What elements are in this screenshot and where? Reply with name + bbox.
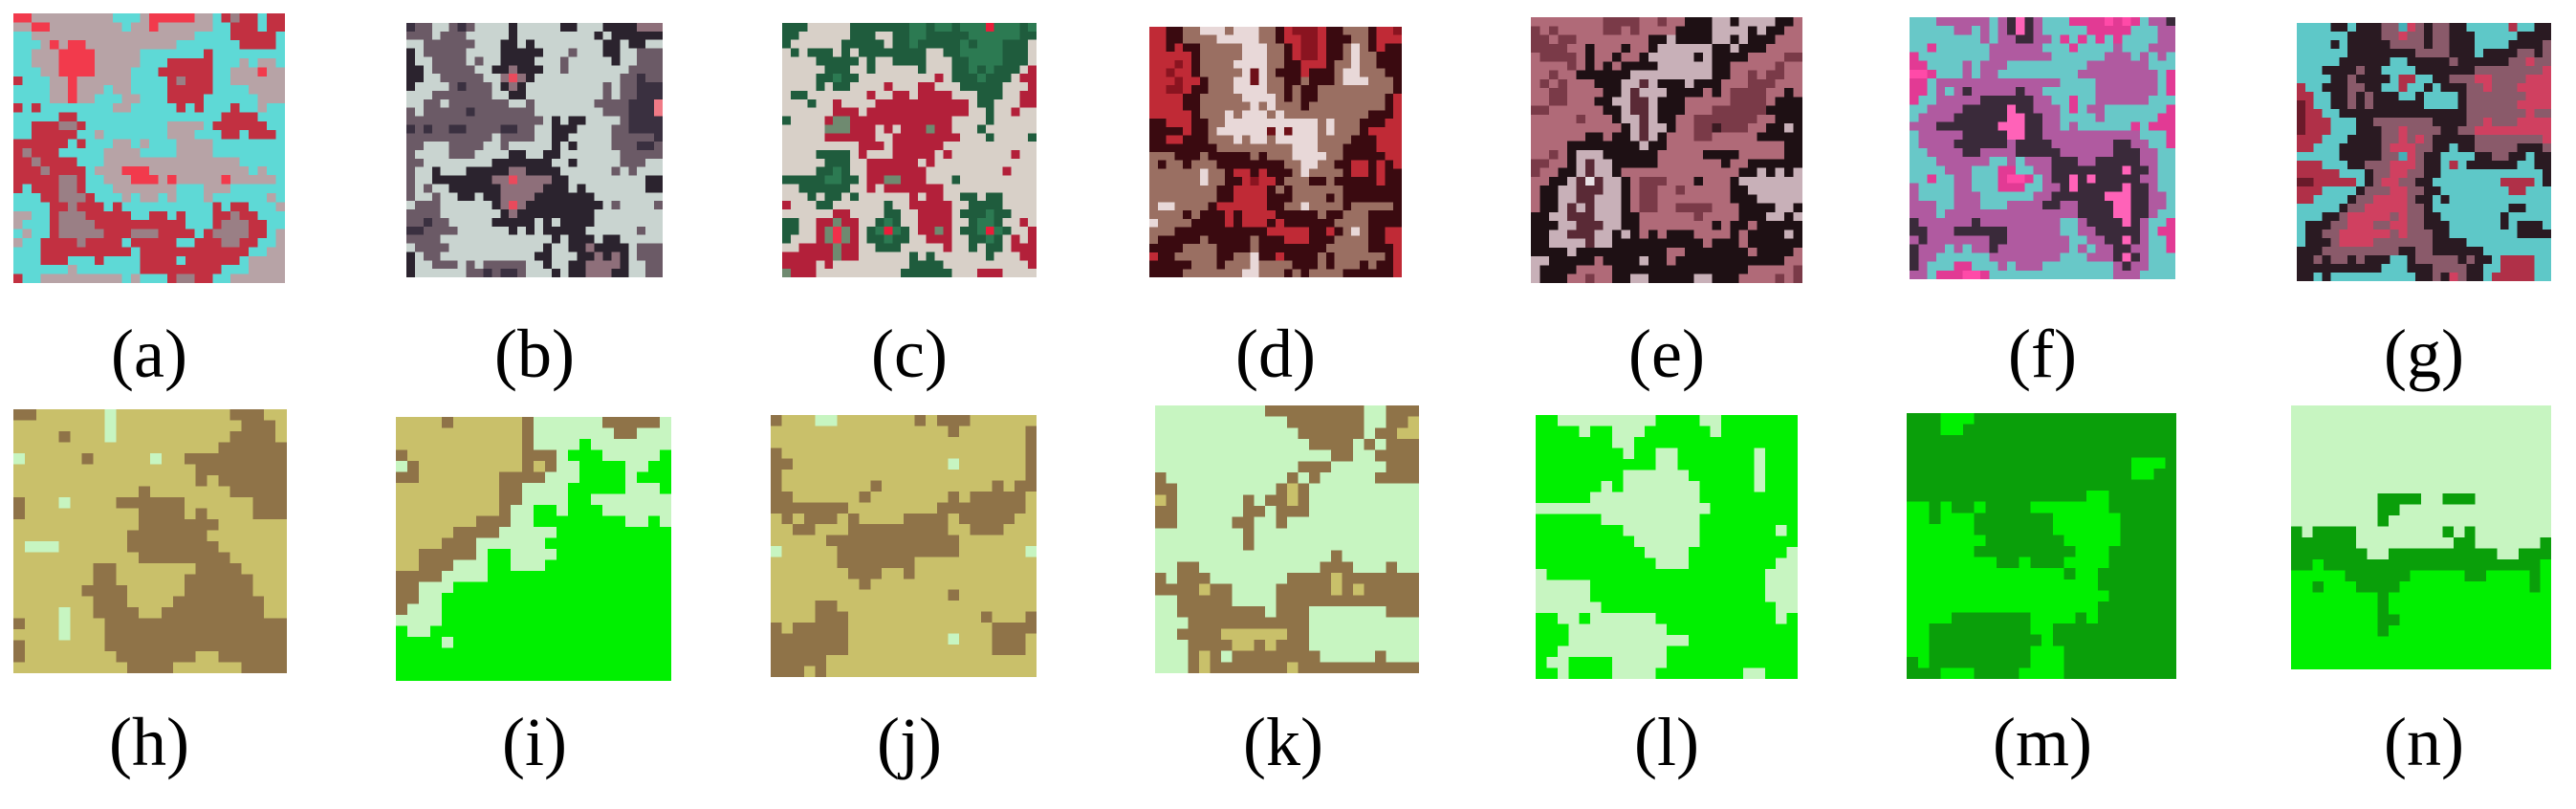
caption-m: (m) xyxy=(1993,704,2092,780)
satellite-image-b xyxy=(406,23,663,277)
class-map-h xyxy=(13,409,287,673)
class-map-i xyxy=(396,417,671,681)
caption-d: (d) xyxy=(1235,316,1316,392)
caption-g: (g) xyxy=(2384,316,2464,392)
satellite-image-f xyxy=(1910,17,2175,279)
class-map-k xyxy=(1155,405,1419,673)
satellite-image-g xyxy=(2297,23,2551,281)
caption-j: (j) xyxy=(877,704,942,780)
caption-l: (l) xyxy=(1634,704,1699,780)
caption-a: (a) xyxy=(111,316,187,392)
class-canvas-j xyxy=(771,415,1037,677)
caption-f: (f) xyxy=(2008,316,2077,392)
satellite-image-d xyxy=(1149,27,1402,277)
class-canvas-i xyxy=(396,417,671,681)
class-map-m xyxy=(1907,413,2176,679)
satellite-image-c xyxy=(782,23,1037,277)
caption-i: (i) xyxy=(502,704,567,780)
class-canvas-h xyxy=(13,409,287,673)
caption-h: (h) xyxy=(109,704,189,780)
satellite-canvas-g xyxy=(2297,23,2551,281)
satellite-canvas-d xyxy=(1149,27,1402,277)
satellite-canvas-e xyxy=(1531,17,1802,283)
class-map-j xyxy=(771,415,1037,677)
satellite-canvas-f xyxy=(1910,17,2175,279)
class-map-l xyxy=(1536,415,1798,679)
class-canvas-k xyxy=(1155,405,1419,673)
satellite-image-e xyxy=(1531,17,1802,283)
class-canvas-n xyxy=(2291,405,2551,669)
satellite-canvas-c xyxy=(782,23,1037,277)
caption-e: (e) xyxy=(1628,316,1705,392)
satellite-canvas-a xyxy=(13,13,285,283)
caption-b: (b) xyxy=(494,316,575,392)
class-canvas-l xyxy=(1536,415,1798,679)
satellite-image-a xyxy=(13,13,285,283)
caption-c: (c) xyxy=(871,316,948,392)
class-canvas-m xyxy=(1907,413,2176,679)
caption-k: (k) xyxy=(1243,704,1323,780)
class-map-n xyxy=(2291,405,2551,669)
satellite-canvas-b xyxy=(406,23,663,277)
caption-n: (n) xyxy=(2384,704,2464,780)
